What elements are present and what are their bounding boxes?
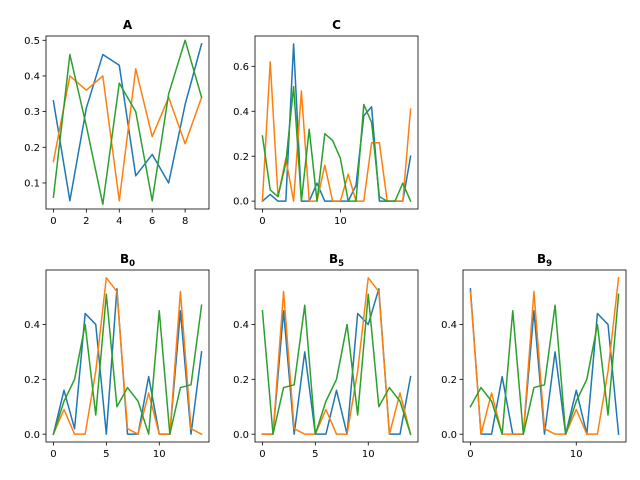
x-tick-label: 2	[83, 216, 89, 227]
y-tick-label: 0.4	[24, 320, 40, 331]
subplot-4: 0 10 0.0 0.2 0.4 B9	[441, 252, 627, 460]
x-tick-label: 10	[153, 449, 166, 460]
y-tick-label: 0.6	[233, 62, 249, 73]
subplot-title: B0	[120, 252, 135, 269]
x-tick-label: 10	[570, 449, 583, 460]
x-tick-label: 0	[259, 449, 265, 460]
y-tick-label: 0.3	[24, 107, 40, 118]
axes-frame	[45, 269, 210, 443]
y-tick-label: 0.0	[24, 430, 40, 441]
title-subscript: 5	[338, 259, 344, 269]
subplot-1: 0 10 0.0 0.2 0.4 0.6 C	[233, 18, 419, 227]
series-line-0	[469, 287, 620, 435]
subplot-2: 0 5 10 0.0 0.2 0.4 B0	[24, 252, 210, 460]
series-line-0	[52, 288, 203, 436]
axes-frame	[462, 269, 627, 443]
y-tick-label: 0.4	[24, 72, 40, 83]
x-tick-label: 0	[467, 449, 473, 460]
x-tick-label: 10	[334, 216, 347, 227]
series-line-2	[52, 39, 203, 206]
y-tick-label: 0.4	[233, 320, 249, 331]
series-line-0	[261, 43, 412, 203]
x-tick-label: 0	[50, 449, 56, 460]
y-tick-label: 0.2	[441, 375, 457, 386]
x-tick-label: 10	[362, 449, 375, 460]
x-tick-label: 4	[116, 216, 122, 227]
x-tick-label: 0	[259, 216, 265, 227]
axes-frame	[254, 269, 419, 443]
subplot-title: B9	[537, 252, 552, 269]
y-tick-label: 0.5	[24, 36, 40, 47]
y-tick-label: 0.1	[24, 179, 40, 190]
axes-frame	[254, 35, 419, 210]
title-subscript: 9	[546, 259, 552, 269]
series-line-1	[469, 276, 620, 435]
x-tick-label: 0	[50, 216, 56, 227]
series-line-1	[52, 277, 203, 436]
y-tick-label: 0.4	[441, 320, 457, 331]
series-line-0	[52, 42, 203, 202]
subplot-title: C	[332, 18, 341, 32]
y-tick-label: 0.0	[441, 430, 457, 441]
x-tick-label: 8	[182, 216, 188, 227]
subplot-title: B5	[329, 252, 344, 269]
subplot-0: 0 2 4 6 8 0.1 0.2 0.3 0.4 0.5 A	[24, 18, 210, 227]
series-line-1	[261, 61, 412, 202]
subplot-title: A	[123, 18, 133, 32]
title-subscript: 0	[129, 259, 135, 269]
y-tick-label: 0.4	[233, 107, 249, 118]
series-line-2	[261, 85, 412, 203]
x-tick-label: 5	[103, 449, 109, 460]
x-tick-label: 5	[312, 449, 318, 460]
subplot-3: 0 5 10 0.0 0.2 0.4 B5	[233, 252, 419, 460]
x-tick-label: 6	[149, 216, 155, 227]
y-tick-label: 0.2	[24, 375, 40, 386]
series-line-2	[261, 293, 412, 436]
y-tick-label: 0.0	[233, 197, 249, 208]
series-line-2	[52, 293, 203, 436]
y-tick-label: 0.0	[233, 430, 249, 441]
series-line-1	[52, 68, 203, 202]
series-line-1	[261, 277, 412, 436]
series-line-2	[469, 293, 620, 435]
y-tick-label: 0.2	[233, 375, 249, 386]
y-tick-label: 0.2	[24, 143, 40, 154]
axes-frame	[45, 35, 210, 210]
y-tick-label: 0.2	[233, 152, 249, 163]
